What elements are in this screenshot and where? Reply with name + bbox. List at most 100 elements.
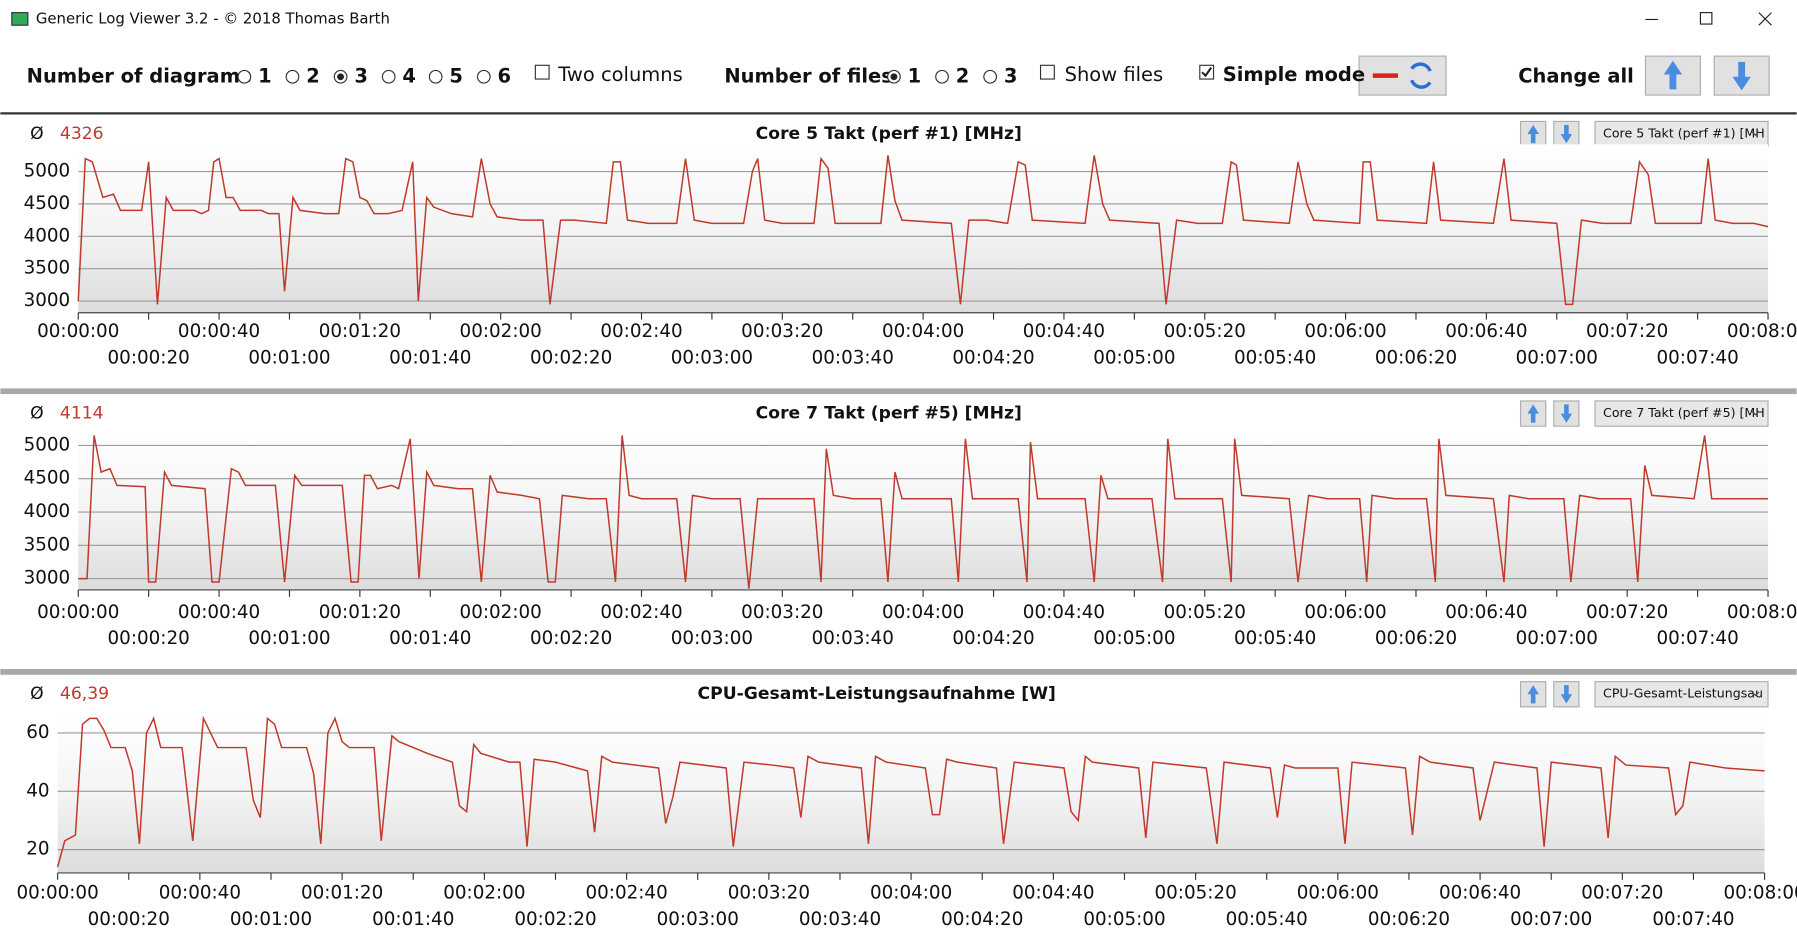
panel-separator [0,669,1797,675]
x-tick-label: 00:02:40 [600,602,682,623]
x-tick-label: 00:04:40 [1023,321,1105,342]
x-tick-label: 00:07:00 [1510,909,1592,930]
down-arrow-icon [1560,404,1573,423]
x-tick-label: 00:02:00 [460,321,542,342]
x-tick-label: 00:04:40 [1012,883,1094,904]
y-tick-label: 40 [26,780,49,801]
x-tick-label: 00:07:00 [1516,628,1598,649]
radio-button[interactable] [428,69,443,84]
dropdown-chevron [1751,410,1760,416]
x-tick-label: 00:01:20 [301,883,383,904]
x-tick-label: 00:01:00 [248,348,330,369]
x-tick-label: 00:02:20 [530,628,612,649]
x-tick-label: 00:02:40 [585,883,667,904]
x-tick-label: 00:05:00 [1083,909,1165,930]
dropdown-chevron [1751,691,1760,697]
x-tick-label: 00:04:40 [1023,602,1105,623]
x-tick-label: 00:05:20 [1164,602,1246,623]
up-arrow-icon [1527,685,1539,704]
x-tick-label: 00:01:40 [389,348,471,369]
down-arrow-icon [1560,124,1573,144]
two-columns-label: Two columns [557,63,683,86]
x-tick-label: 00:05:40 [1226,909,1308,930]
data-line [56,715,1765,868]
app-icon [11,12,29,26]
x-tick-label: 00:08:00 [1727,602,1797,623]
up-arrow-icon [1527,124,1539,144]
x-tick-label: 00:07:40 [1652,909,1734,930]
color-refresh-button[interactable] [1358,55,1447,96]
radio-button[interactable] [285,69,300,84]
series-dropdown[interactable] [1594,400,1769,427]
chart-title: Core 5 Takt (perf #1) [MHz] [756,124,1022,144]
y-tick-label: 4000 [24,225,71,246]
show-files-label: Show files [1065,63,1164,86]
radio-button[interactable] [935,69,949,84]
dropdown-text: CPU-Gesamt-Leistungsau [1603,686,1763,701]
refresh-icon [1410,62,1432,89]
x-tick-label: 00:06:00 [1304,321,1386,342]
x-tick-label: 00:06:40 [1445,321,1527,342]
x-tick-label: 00:06:20 [1368,909,1450,930]
x-tick-label: 00:05:40 [1234,348,1316,369]
x-tick-label: 00:02:00 [460,602,542,623]
radio-label: 5 [449,64,463,87]
average-symbol: Ø [30,124,44,144]
plot-area [78,144,1769,313]
x-tick-label: 00:00:00 [16,883,98,904]
radio-label: 2 [306,64,320,87]
x-tick-label: 00:06:40 [1445,602,1527,623]
checkbox[interactable] [1039,64,1055,80]
x-tick-label: 00:00:40 [159,883,241,904]
y-tick-label: 20 [26,839,49,860]
x-tick-label: 00:06:40 [1439,883,1521,904]
y-tick-label: 5000 [24,434,71,455]
radio-button[interactable] [381,69,396,84]
x-tick-label: 00:01:20 [319,321,401,342]
radio-label: 4 [402,64,416,87]
radio-label: 3 [354,64,368,87]
chart-title: Core 7 Takt (perf #5) [MHz] [756,404,1022,424]
x-tick-label: 00:05:40 [1234,628,1316,649]
x-tick-label: 00:00:00 [37,321,119,342]
y-tick-label: 3000 [24,290,71,311]
x-tick-label: 00:01:40 [372,909,454,930]
x-tick-label: 00:05:20 [1154,883,1236,904]
checkbox[interactable] [534,64,550,80]
y-tick-label: 4500 [24,468,71,489]
y-tick-label: 4500 [24,193,71,214]
average-symbol: Ø [30,684,44,704]
x-tick-label: 00:00:00 [37,602,119,623]
x-tick-label: 00:06:20 [1375,628,1457,649]
average-value: 4326 [60,124,104,144]
x-tick-label: 00:07:20 [1581,883,1663,904]
diagrams-label: Number of diagrams [27,64,252,87]
radio-dot [890,73,898,81]
x-tick-label: 00:03:40 [799,909,881,930]
plot-area [78,430,1769,590]
x-tick-label: 00:03:20 [741,602,823,623]
radio-label: 3 [1004,64,1018,87]
series-dropdown[interactable] [1594,120,1769,148]
up-arrow-icon [1663,60,1683,90]
maximize-button[interactable] [1699,12,1713,25]
radio-button[interactable] [476,69,491,84]
series-dropdown[interactable] [1594,681,1769,708]
radio-label: 1 [258,64,272,87]
close-button[interactable] [1758,12,1772,26]
x-tick-label: 00:06:20 [1375,348,1457,369]
y-tick-label: 3000 [24,568,71,589]
radio-button[interactable] [983,69,998,84]
x-tick-label: 00:03:00 [671,628,753,649]
radio-button[interactable] [237,69,252,84]
x-tick-label: 00:08:00 [1727,321,1797,342]
x-tick-label: 00:03:00 [657,909,739,930]
x-tick-label: 00:00:20 [108,348,190,369]
x-tick-label: 00:00:20 [108,628,190,649]
x-tick-label: 00:00:40 [178,321,260,342]
x-tick-label: 00:00:40 [178,602,260,623]
y-tick-label: 3500 [24,534,71,555]
checkbox[interactable] [1199,64,1215,80]
